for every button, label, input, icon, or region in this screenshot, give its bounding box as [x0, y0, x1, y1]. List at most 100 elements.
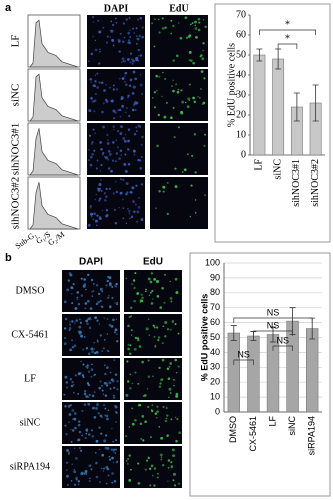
cell	[118, 77, 121, 80]
cell	[152, 375, 154, 378]
panel-label: b	[5, 252, 12, 264]
cell	[135, 27, 138, 30]
cell	[177, 88, 180, 91]
cell	[124, 111, 127, 114]
cell	[129, 52, 133, 55]
cell	[77, 423, 81, 427]
cell	[194, 27, 198, 30]
cell	[199, 55, 202, 58]
cell	[188, 34, 192, 37]
cell	[159, 453, 163, 457]
cell	[94, 451, 97, 454]
cell	[99, 287, 103, 291]
cell	[143, 394, 147, 397]
cell	[96, 72, 99, 75]
cell	[121, 198, 124, 201]
cell	[128, 478, 132, 482]
cell	[106, 467, 110, 471]
cell	[154, 18, 156, 20]
cell	[130, 334, 133, 336]
cell	[153, 326, 156, 329]
cell	[83, 390, 87, 393]
cell	[127, 39, 131, 42]
cell	[78, 447, 81, 449]
cell	[158, 366, 161, 370]
cell	[132, 59, 135, 63]
cell	[95, 167, 98, 170]
cell	[90, 278, 94, 282]
cell	[101, 209, 104, 212]
cell	[160, 436, 164, 440]
cell	[151, 410, 154, 413]
cell	[180, 110, 184, 114]
cell	[69, 378, 73, 381]
cell	[123, 36, 126, 39]
cell	[135, 203, 137, 206]
cell	[100, 432, 103, 435]
cell	[177, 126, 181, 129]
cell	[175, 371, 178, 374]
cell	[63, 327, 67, 330]
cell	[111, 159, 115, 162]
cell	[68, 329, 71, 332]
cell	[98, 216, 102, 219]
cell	[115, 160, 117, 162]
cell	[204, 194, 206, 196]
cell	[125, 435, 128, 438]
cell	[121, 104, 124, 107]
cell	[146, 459, 149, 462]
cell	[110, 100, 112, 102]
cell	[107, 150, 111, 153]
cell	[133, 32, 136, 34]
cell	[174, 323, 177, 325]
cell	[200, 70, 204, 74]
cell	[129, 61, 132, 64]
x-tick-label: siNC	[272, 159, 283, 180]
cell	[84, 470, 88, 473]
cell	[162, 405, 165, 409]
cell	[127, 94, 130, 97]
cell	[87, 317, 91, 321]
cell	[113, 386, 116, 389]
row-label: siNC	[10, 84, 22, 107]
cell	[166, 434, 169, 437]
cell	[107, 296, 110, 299]
cell	[194, 20, 197, 24]
cell	[105, 214, 109, 218]
cell	[146, 388, 149, 390]
cell	[173, 472, 176, 476]
cell	[139, 422, 143, 426]
cell	[99, 170, 102, 172]
cell	[153, 335, 156, 338]
cell	[71, 463, 74, 465]
cell	[84, 302, 88, 305]
y-axis-label: % EdU positive cells	[199, 294, 209, 382]
cell	[92, 35, 95, 38]
cell	[101, 389, 104, 392]
cell	[73, 412, 77, 415]
cell	[161, 95, 163, 98]
cell	[79, 318, 81, 321]
cell	[94, 80, 97, 83]
cell	[174, 358, 177, 362]
cell	[135, 126, 138, 129]
cell	[165, 407, 168, 410]
cell	[73, 417, 77, 421]
x-tick-label: siNC	[287, 416, 297, 436]
cell	[125, 83, 128, 86]
cell	[92, 84, 95, 87]
cell	[145, 288, 147, 291]
significance-bracket	[259, 29, 316, 35]
cell	[161, 17, 164, 20]
cell	[112, 88, 115, 91]
cell	[97, 19, 100, 22]
cell	[177, 332, 180, 335]
cell	[147, 456, 150, 460]
cell	[201, 57, 205, 61]
y-tick-label: 50	[210, 332, 220, 342]
cell	[85, 288, 87, 291]
cell	[137, 48, 141, 52]
cell	[160, 458, 163, 461]
cell	[129, 29, 131, 31]
cell	[76, 296, 79, 299]
